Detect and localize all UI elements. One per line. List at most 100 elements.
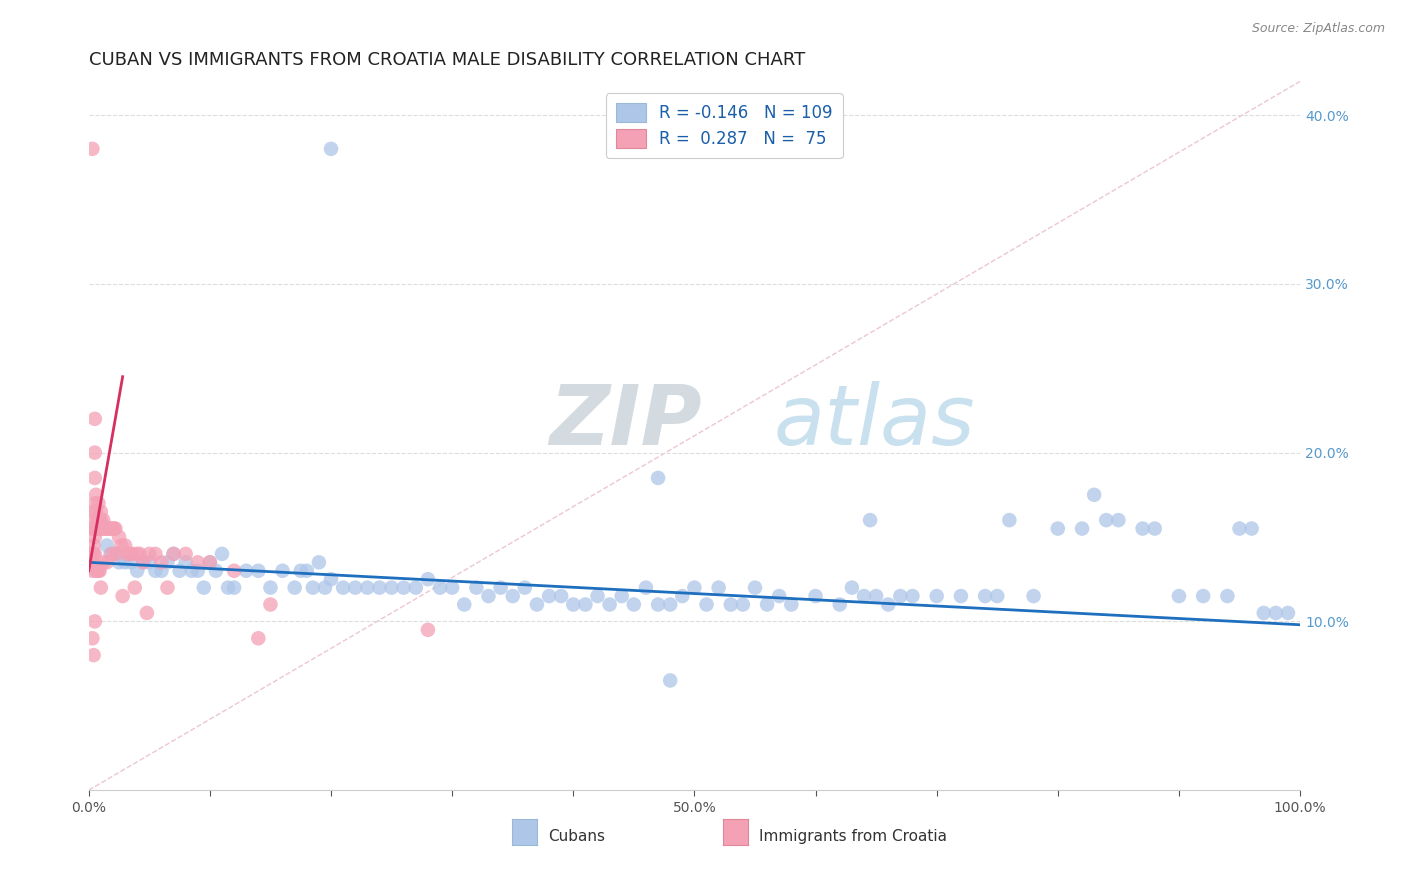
Point: [93, 522, 115, 536]
Point: [150, 564, 173, 578]
Text: Cubans: Cubans: [548, 829, 605, 844]
Point: [889, 589, 911, 603]
Point: [187, 555, 209, 569]
Point: [104, 522, 127, 536]
Point: [135, 606, 157, 620]
Point: [83, 445, 105, 459]
Point: [1192, 589, 1215, 603]
Point: [90, 581, 112, 595]
Point: [83, 547, 105, 561]
Point: [416, 623, 439, 637]
Point: [416, 572, 439, 586]
Point: [441, 581, 464, 595]
Point: [89, 513, 111, 527]
Point: [94, 522, 117, 536]
Point: [104, 547, 127, 561]
Point: [877, 598, 900, 612]
Point: [118, 547, 141, 561]
Point: [319, 572, 342, 586]
Point: [949, 589, 972, 603]
Point: [82, 522, 104, 536]
Point: [332, 581, 354, 595]
Point: [193, 581, 215, 595]
Point: [586, 589, 609, 603]
Point: [599, 598, 621, 612]
Point: [683, 581, 706, 595]
Point: [1277, 606, 1299, 620]
Point: [174, 555, 197, 569]
Point: [731, 598, 754, 612]
Point: [1022, 589, 1045, 603]
Point: [1216, 589, 1239, 603]
Point: [150, 555, 173, 569]
Point: [87, 496, 110, 510]
Point: [574, 598, 596, 612]
Point: [513, 581, 536, 595]
Point: [100, 547, 122, 561]
Point: [82, 555, 104, 569]
Point: [105, 547, 128, 561]
Point: [83, 648, 105, 662]
Point: [308, 555, 330, 569]
Point: [96, 522, 118, 536]
Point: [217, 581, 239, 595]
Point: [211, 547, 233, 561]
Point: [90, 513, 112, 527]
Point: [90, 505, 112, 519]
Point: [295, 564, 318, 578]
Point: [127, 547, 149, 561]
Point: [1132, 522, 1154, 536]
Point: [659, 598, 682, 612]
Point: [290, 564, 312, 578]
Point: [465, 581, 488, 595]
Point: [853, 589, 876, 603]
Point: [83, 471, 105, 485]
Point: [121, 547, 143, 561]
Point: [145, 547, 167, 561]
Point: [453, 598, 475, 612]
Point: [128, 547, 150, 561]
Point: [91, 513, 114, 527]
Point: [1143, 522, 1166, 536]
Point: [610, 589, 633, 603]
Point: [82, 142, 104, 156]
Point: [756, 598, 779, 612]
Point: [84, 505, 107, 519]
Point: [98, 522, 121, 536]
Point: [138, 555, 160, 569]
Point: [120, 555, 142, 569]
Point: [744, 581, 766, 595]
Point: [132, 555, 155, 569]
Point: [100, 522, 122, 536]
Point: [114, 538, 136, 552]
Text: CUBAN VS IMMIGRANTS FROM CROATIA MALE DISABILITY CORRELATION CHART: CUBAN VS IMMIGRANTS FROM CROATIA MALE DI…: [89, 51, 806, 69]
Point: [82, 547, 104, 561]
Point: [89, 564, 111, 578]
Point: [314, 581, 336, 595]
Point: [259, 598, 281, 612]
Point: [86, 522, 108, 536]
Point: [859, 513, 882, 527]
Point: [429, 581, 451, 595]
Point: [96, 555, 118, 569]
Text: ZIP: ZIP: [550, 381, 702, 462]
Point: [180, 564, 202, 578]
Point: [162, 547, 184, 561]
Point: [356, 581, 378, 595]
Point: [162, 547, 184, 561]
Point: [1229, 522, 1251, 536]
Point: [405, 581, 427, 595]
Point: [623, 598, 645, 612]
Point: [132, 555, 155, 569]
Point: [83, 615, 105, 629]
Point: [974, 589, 997, 603]
Point: [108, 530, 131, 544]
Point: [83, 530, 105, 544]
Point: [224, 564, 246, 578]
Point: [1107, 513, 1129, 527]
Point: [720, 598, 742, 612]
Point: [901, 589, 924, 603]
Point: [187, 564, 209, 578]
Point: [271, 564, 294, 578]
Point: [83, 522, 105, 536]
